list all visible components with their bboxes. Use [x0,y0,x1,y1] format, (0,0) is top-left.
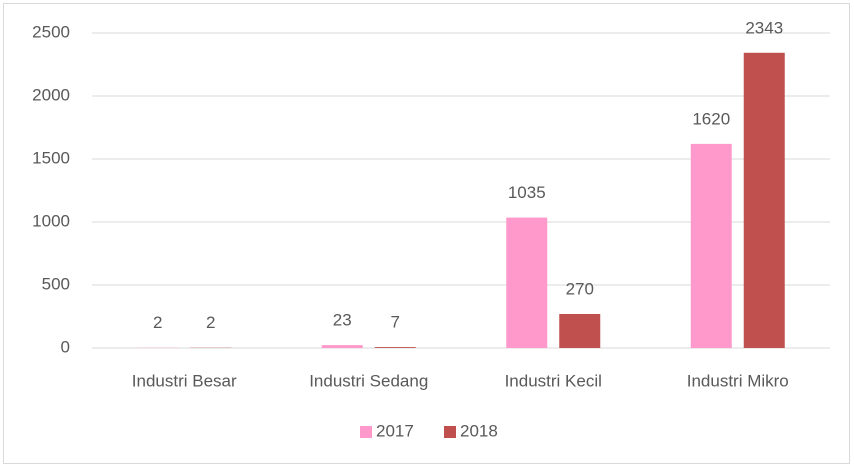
data-label: 1620 [692,109,730,128]
data-label: 2 [153,313,162,332]
y-tick-label: 0 [61,337,70,356]
bar [743,52,785,348]
bar [506,217,548,348]
data-label: 2343 [745,18,783,37]
data-label: 270 [566,279,594,298]
y-tick-label: 1000 [32,211,70,230]
bar [690,143,732,348]
legend-label: 2018 [460,421,498,440]
y-tick-label: 2500 [32,22,70,41]
legend-label: 2017 [376,421,414,440]
y-tick-label: 500 [42,274,70,293]
y-tick-label: 1500 [32,148,70,167]
data-label: 2 [206,313,215,332]
y-tick-label: 2000 [32,85,70,104]
x-tick-label: Industri Sedang [309,371,428,390]
bar [374,347,416,348]
data-label: 23 [333,311,352,330]
legend-swatch [360,426,372,438]
legend-swatch [444,426,456,438]
data-label: 1035 [508,183,546,202]
x-tick-label: Industri Mikro [687,371,789,390]
data-label: 7 [391,313,400,332]
bar [321,345,363,348]
bar [559,313,601,348]
x-tick-label: Industri Besar [132,371,237,390]
x-tick-label: Industri Kecil [505,371,602,390]
